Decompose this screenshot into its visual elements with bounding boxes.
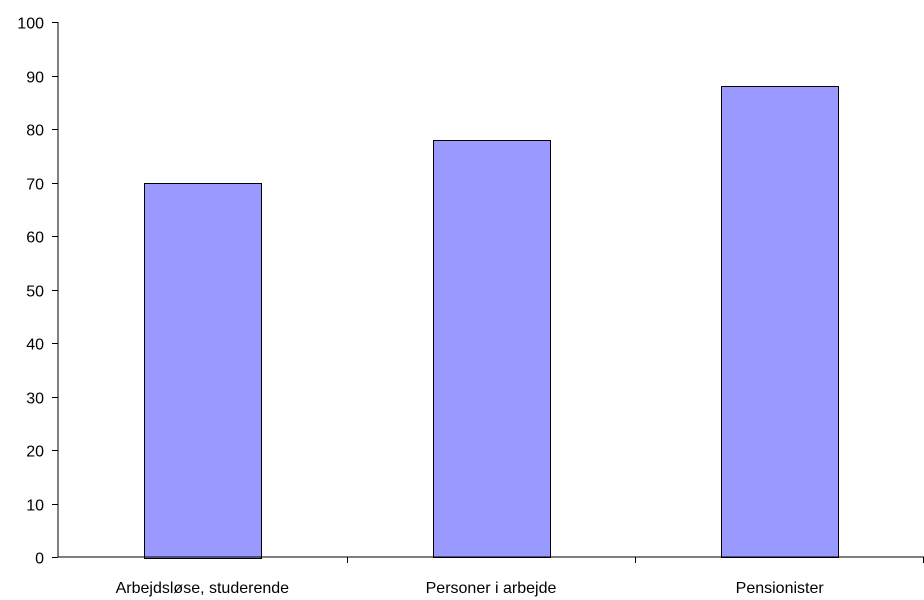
y-tick-label: 20 bbox=[26, 444, 44, 461]
y-tick-label: 60 bbox=[26, 230, 44, 247]
y-tick-label: 90 bbox=[26, 70, 44, 87]
y-axis-ticks bbox=[52, 22, 58, 558]
y-tick-label: 0 bbox=[35, 551, 44, 568]
bar bbox=[433, 140, 551, 558]
bar bbox=[721, 86, 839, 558]
y-tick-label: 100 bbox=[17, 16, 44, 33]
y-tick-label: 40 bbox=[26, 337, 44, 354]
x-category-label: Arbejdsløse, studerende bbox=[116, 580, 290, 597]
y-tick-label: 10 bbox=[26, 498, 44, 515]
y-axis-labels: 0 10 20 30 40 50 60 70 80 90 100 bbox=[17, 16, 44, 568]
y-tick-label: 80 bbox=[26, 123, 44, 140]
bars-group bbox=[144, 86, 839, 559]
x-category-label: Personer i arbejde bbox=[426, 580, 557, 597]
y-tick-label: 70 bbox=[26, 177, 44, 194]
x-axis-labels: Arbejdsløse, studerende Personer i arbejd… bbox=[116, 580, 825, 597]
bar bbox=[144, 183, 262, 559]
x-category-label: Pensionister bbox=[736, 580, 825, 597]
y-tick-label: 30 bbox=[26, 391, 44, 408]
y-tick-label: 50 bbox=[26, 284, 44, 301]
